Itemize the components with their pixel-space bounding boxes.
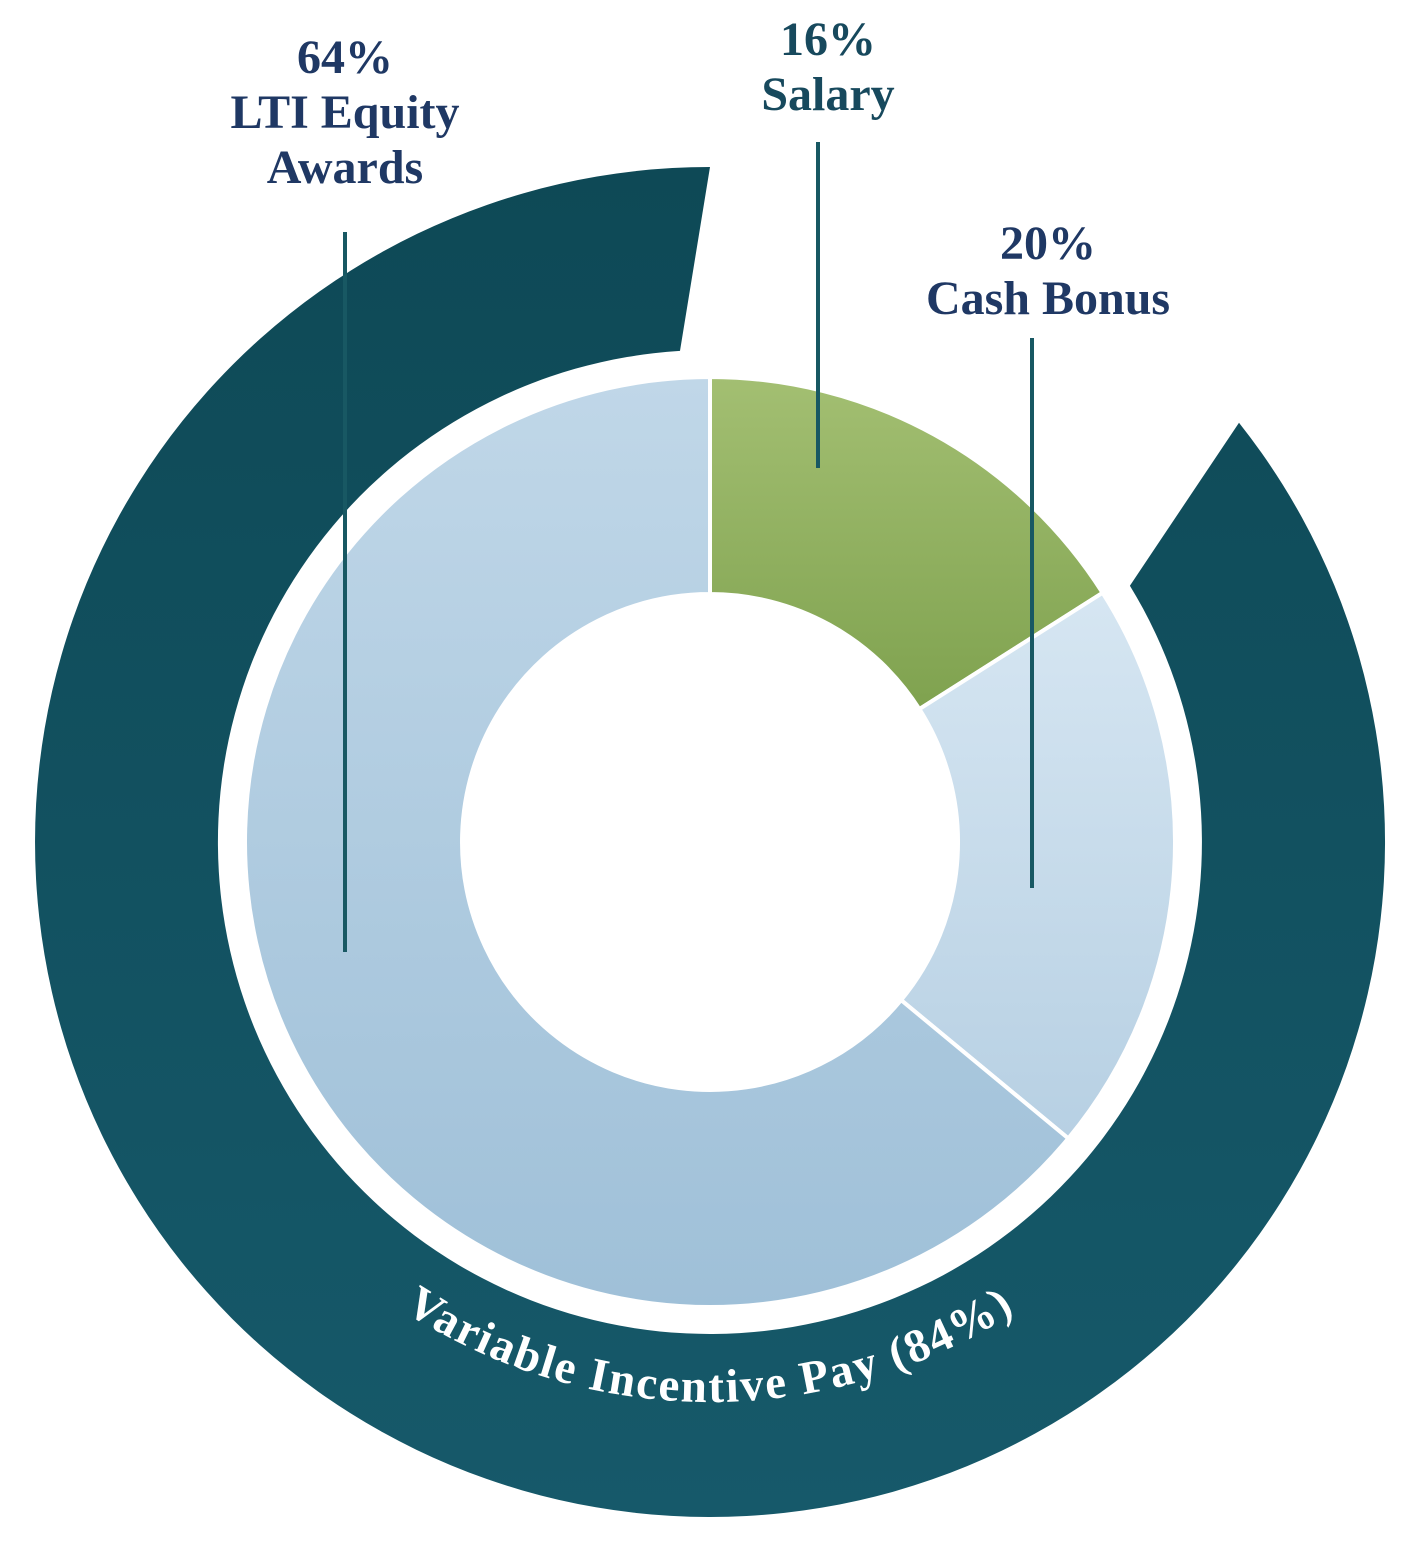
leader-lines-group — [343, 142, 1034, 952]
slice-lti-equity-awards — [243, 375, 1071, 1309]
outer-arc-group — [35, 167, 1386, 1517]
cash-bonus-label: 20% Cash Bonus — [925, 217, 1171, 326]
salary-label: 16% Salary — [761, 13, 895, 122]
lti-label: 64% LTI Equity Awards — [230, 31, 460, 195]
donut-slices-group — [243, 375, 1178, 1309]
variable-incentive-pay-arc — [35, 167, 1386, 1517]
slice-salary — [708, 375, 1105, 712]
slice-cash-bonus — [899, 590, 1178, 1141]
